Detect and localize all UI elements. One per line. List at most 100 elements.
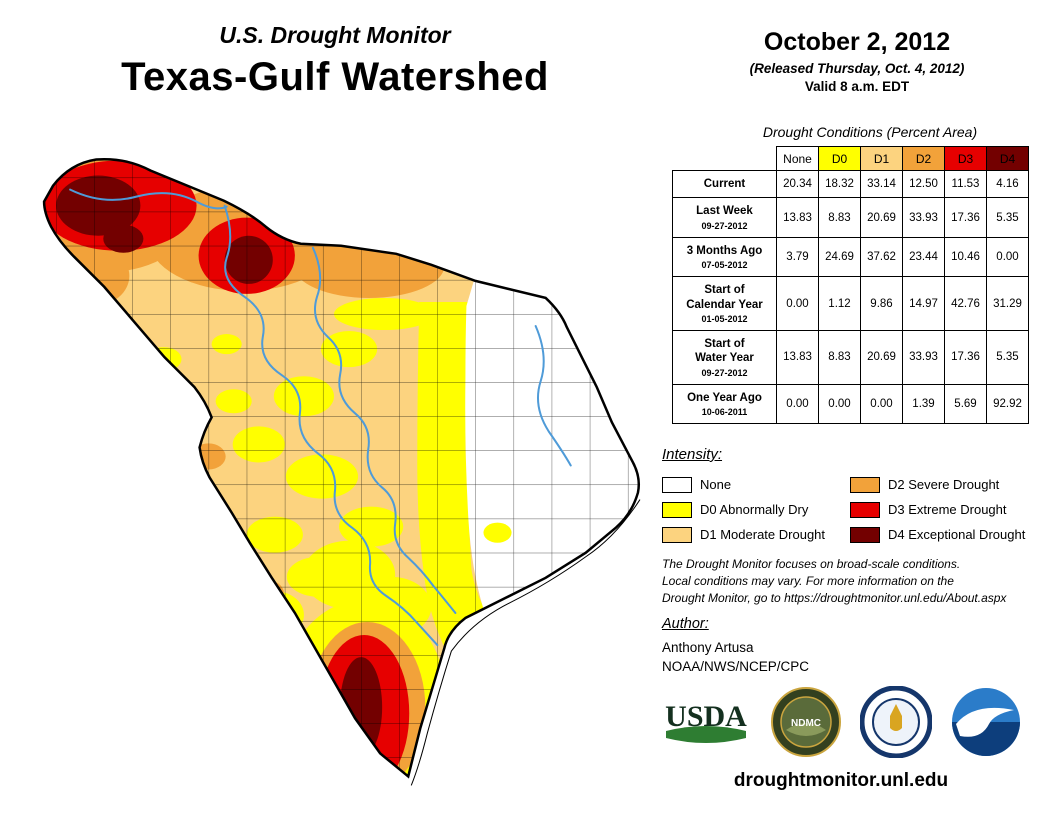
release-date: (Released Thursday, Oct. 4, 2012) <box>749 61 965 76</box>
row-label: Last Week 09-27-2012 <box>672 197 777 238</box>
table-cell: 33.93 <box>902 197 945 238</box>
table-cell: 0.00 <box>776 383 819 425</box>
table-cell: 20.69 <box>860 329 903 385</box>
legend-label: D3 Extreme Drought <box>888 502 1007 517</box>
table-row: Start of Water Year 09-27-2012 13.83 8.83… <box>672 329 1029 385</box>
table-cell: 20.69 <box>860 197 903 238</box>
legend-label: D0 Abnormally Dry <box>700 502 809 517</box>
author-block: Author: Anthony Artusa NOAA/NWS/NCEP/CPC <box>662 616 809 674</box>
table-cell: 0.00 <box>860 383 903 425</box>
table-cell: 9.86 <box>860 276 903 331</box>
table-cell: 17.36 <box>944 197 987 238</box>
table-cell: 1.39 <box>902 383 945 425</box>
table-cell: 8.83 <box>818 329 861 385</box>
swatch-d0 <box>662 501 692 518</box>
legend-item-none: None <box>662 476 850 493</box>
logo-row: USDA NDMC <box>660 685 1022 763</box>
table-cell: 13.83 <box>776 197 819 238</box>
legend-item-d2: D2 Severe Drought <box>850 476 1047 493</box>
footer-url[interactable]: droughtmonitor.unl.edu <box>733 770 949 791</box>
legend-label: D4 Exceptional Drought <box>888 527 1026 542</box>
table-cell: 5.35 <box>986 329 1029 385</box>
table-cell: 4.16 <box>986 169 1029 199</box>
ndmc-logo: NDMC <box>770 686 842 763</box>
row-label: 3 Months Ago 07-05-2012 <box>672 236 777 278</box>
table-cell: 37.62 <box>860 236 903 278</box>
author-heading: Author: <box>662 616 709 632</box>
col-header-d3: D3 <box>944 146 987 171</box>
table-cell: 10.46 <box>944 236 987 278</box>
legend-item-d3: D3 Extreme Drought <box>850 501 1047 518</box>
table-caption: Drought Conditions (Percent Area) <box>762 124 978 140</box>
table-row: 3 Months Ago 07-05-2012 3.79 24.69 37.62 … <box>672 236 1029 278</box>
table-cell: 0.00 <box>986 236 1029 278</box>
author-org: NOAA/NWS/NCEP/CPC <box>662 659 810 674</box>
table-cell: 24.69 <box>818 236 861 278</box>
legend-item-d1: D1 Moderate Drought <box>662 526 850 543</box>
table-cell: 13.83 <box>776 329 819 385</box>
title-block: U.S. Drought Monitor Texas-Gulf Watershe… <box>40 22 630 100</box>
table-cell: 17.36 <box>944 329 987 385</box>
table-cell: 92.92 <box>986 383 1029 425</box>
table-cell: 5.69 <box>944 383 987 425</box>
row-label: Start of Water Year 09-27-2012 <box>672 329 777 385</box>
swatch-none <box>662 476 692 493</box>
drought-map <box>42 157 641 786</box>
rivers <box>69 188 572 647</box>
table-cell: 0.00 <box>776 276 819 331</box>
table-cell: 11.53 <box>944 169 987 199</box>
barrier-islands <box>410 499 641 786</box>
table-cell: 12.50 <box>902 169 945 199</box>
legend-item-d0: D0 Abnormally Dry <box>662 501 850 518</box>
swatch-d1 <box>662 526 692 543</box>
valid-time: Valid 8 a.m. EDT <box>804 79 910 94</box>
table-cell: 42.76 <box>944 276 987 331</box>
author-name: Anthony Artusa <box>662 640 754 655</box>
table-row: Last Week 09-27-2012 13.83 8.83 20.69 33.… <box>672 197 1029 238</box>
supertitle: U.S. Drought Monitor <box>219 22 451 48</box>
map-region <box>18 142 650 810</box>
watershed-outline <box>42 157 641 779</box>
table-cell: 33.14 <box>860 169 903 199</box>
table-cell: 1.12 <box>818 276 861 331</box>
table-cell: 23.44 <box>902 236 945 278</box>
row-label: Current <box>672 169 777 199</box>
table-cell: 18.32 <box>818 169 861 199</box>
row-label: Start of Calendar Year 01-05-2012 <box>672 276 777 331</box>
disclaimer-text: The Drought Monitor focuses on broad-sca… <box>662 557 1007 605</box>
swatch-d2 <box>850 476 880 493</box>
swatch-d4 <box>850 526 880 543</box>
col-header-none: None <box>776 146 819 171</box>
swatch-d3 <box>850 501 880 518</box>
col-header-d4: D4 <box>986 146 1029 171</box>
table-cell: 14.97 <box>902 276 945 331</box>
legend-label: D1 Moderate Drought <box>700 527 826 542</box>
legend-label: None <box>700 477 732 492</box>
noaa-logo <box>950 686 1022 763</box>
drought-shading <box>44 159 639 777</box>
date-block: October 2, 2012 (Released Thursday, Oct.… <box>682 28 1032 94</box>
table-cell: 8.83 <box>818 197 861 238</box>
legend-title: Intensity: <box>662 446 723 463</box>
table-corner <box>673 147 777 171</box>
svg-text:NDMC: NDMC <box>791 718 821 729</box>
table-row: Start of Calendar Year 01-05-2012 0.00 1.… <box>672 276 1029 331</box>
legend: Intensity: None D0 Abnormally Dry D1 Mod… <box>662 446 1047 547</box>
legend-item-d4: D4 Exceptional Drought <box>850 526 1047 543</box>
table-cell: 31.29 <box>986 276 1029 331</box>
page-title: Texas-Gulf Watershed <box>121 55 549 99</box>
col-header-d2: D2 <box>902 146 945 171</box>
table-header-row: None D0 D1 D2 D3 D4 <box>673 146 1029 171</box>
table-cell: 5.35 <box>986 197 1029 238</box>
table-row: Current 20.34 18.32 33.14 12.50 11.53 4.… <box>672 169 1029 199</box>
table-cell: 33.93 <box>902 329 945 385</box>
map-date: October 2, 2012 <box>763 28 951 56</box>
commerce-seal-logo <box>859 685 933 763</box>
table-cell: 3.79 <box>776 236 819 278</box>
row-label: One Year Ago 10-06-2011 <box>672 383 777 425</box>
table-row: One Year Ago 10-06-2011 0.00 0.00 0.00 1.… <box>672 383 1029 425</box>
col-header-d1: D1 <box>860 146 903 171</box>
legend-label: D2 Severe Drought <box>888 477 1000 492</box>
table-cell: 20.34 <box>776 169 819 199</box>
